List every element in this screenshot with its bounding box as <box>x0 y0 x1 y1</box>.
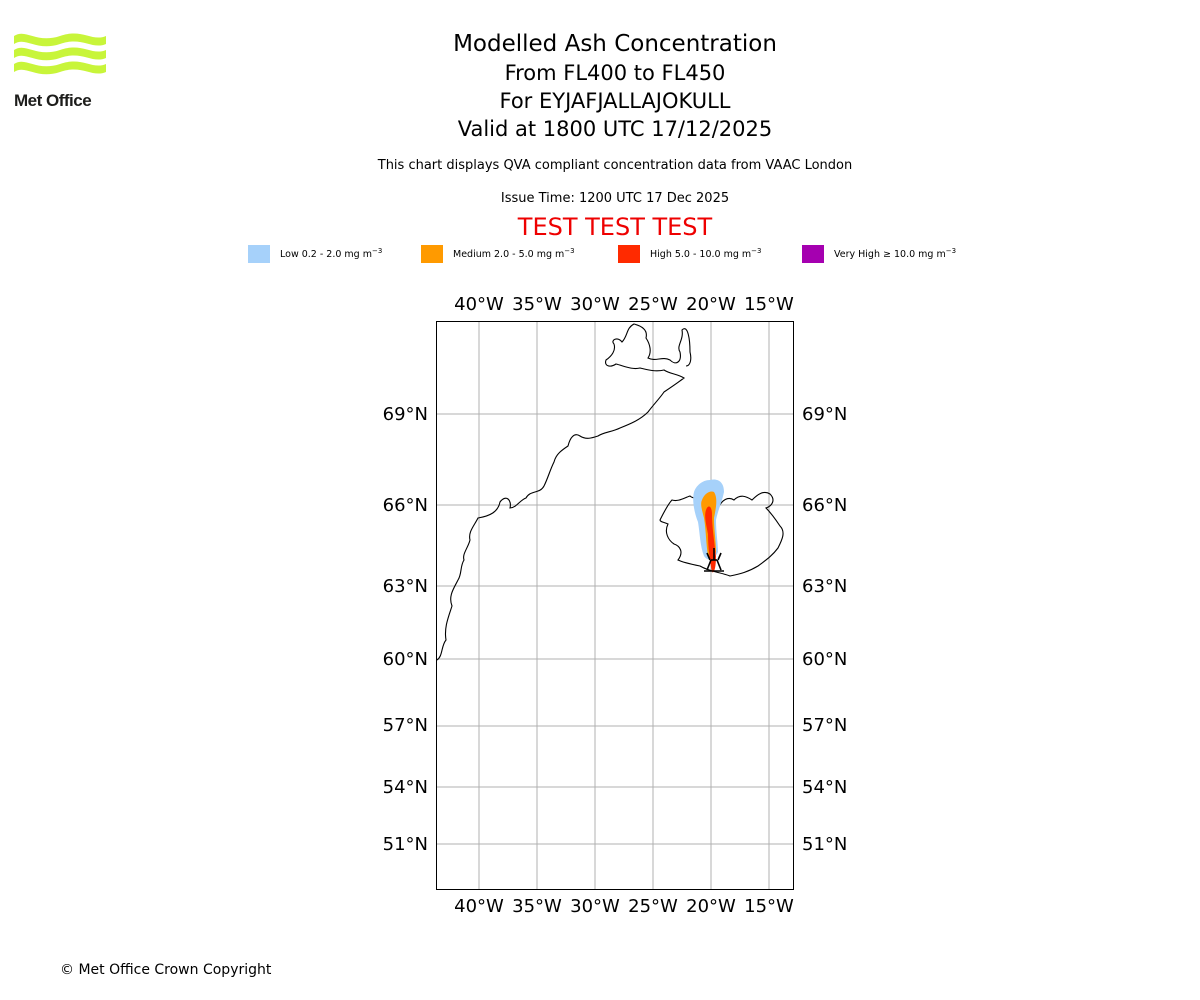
legend-item-high: High 5.0 - 10.0 mg m−3 <box>618 244 762 264</box>
volcano-title: For EYJAFJALLAJOKULL <box>499 89 731 113</box>
legend-label-low: Low 0.2 - 2.0 mg m <box>280 249 372 261</box>
legend-label-medium: Medium 2.0 - 5.0 mg m <box>453 249 565 261</box>
main-title: Modelled Ash Concentration <box>453 31 777 57</box>
legend-label-high: High 5.0 - 10.0 mg m <box>650 249 752 261</box>
lat-label-left: 66°N <box>383 495 428 516</box>
chart-subtitle: This chart displays QVA compliant concen… <box>377 158 853 173</box>
greenland-coastline <box>436 323 692 661</box>
lon-label-top: 15°W <box>744 294 794 315</box>
lon-label-top: 20°W <box>686 294 736 315</box>
lon-label-bottom: 30°W <box>570 896 620 917</box>
legend-item-very-high: Very High ≥ 10.0 mg m−3 <box>802 244 956 264</box>
legend-label-very-high: Very High ≥ 10.0 mg m <box>834 249 946 261</box>
lon-label-top: 30°W <box>570 294 620 315</box>
lat-label-left: 57°N <box>383 715 428 736</box>
lat-label-right: 66°N <box>802 495 847 516</box>
lat-label-right: 69°N <box>802 404 847 425</box>
issue-time: Issue Time: 1200 UTC 17 Dec 2025 <box>500 191 730 206</box>
lat-label-left: 51°N <box>383 834 428 855</box>
legend-item-medium: Medium 2.0 - 5.0 mg m−3 <box>421 244 575 264</box>
lat-label-left: 69°N <box>383 404 428 425</box>
copyright-notice: © Met Office Crown Copyright <box>60 962 272 978</box>
lon-label-bottom: 40°W <box>454 896 504 917</box>
valid-time-title: Valid at 1800 UTC 17/12/2025 <box>457 117 773 141</box>
met-office-logo-icon <box>14 33 106 75</box>
lat-label-left: 60°N <box>383 649 428 670</box>
lon-label-bottom: 25°W <box>628 896 678 917</box>
legend-swatch-low <box>248 245 270 263</box>
volcano-icon <box>704 548 724 572</box>
logo-text: Met Office <box>14 91 92 110</box>
lat-label-right: 54°N <box>802 777 847 798</box>
lon-label-bottom: 15°W <box>744 896 794 917</box>
lat-label-right: 51°N <box>802 834 847 855</box>
legend-item-low: Low 0.2 - 2.0 mg m−3 <box>248 244 382 264</box>
map-frame <box>436 321 794 890</box>
lat-label-left: 63°N <box>383 576 428 597</box>
test-banner: TEST TEST TEST <box>517 213 713 241</box>
legend-swatch-medium <box>421 245 443 263</box>
lat-label-right: 57°N <box>802 715 847 736</box>
graticule <box>437 322 794 889</box>
legend-swatch-high <box>618 245 640 263</box>
lon-label-bottom: 20°W <box>686 896 736 917</box>
chart-titles: Modelled Ash Concentration From FL400 to… <box>315 30 915 145</box>
lon-label-top: 40°W <box>454 294 504 315</box>
lat-label-right: 60°N <box>802 649 847 670</box>
flight-level-title: From FL400 to FL450 <box>504 61 726 85</box>
legend-swatch-very-high <box>802 245 824 263</box>
lat-label-left: 54°N <box>383 777 428 798</box>
lat-label-right: 63°N <box>802 576 847 597</box>
lon-label-bottom: 35°W <box>512 896 562 917</box>
lon-label-top: 25°W <box>628 294 678 315</box>
lon-label-top: 35°W <box>512 294 562 315</box>
